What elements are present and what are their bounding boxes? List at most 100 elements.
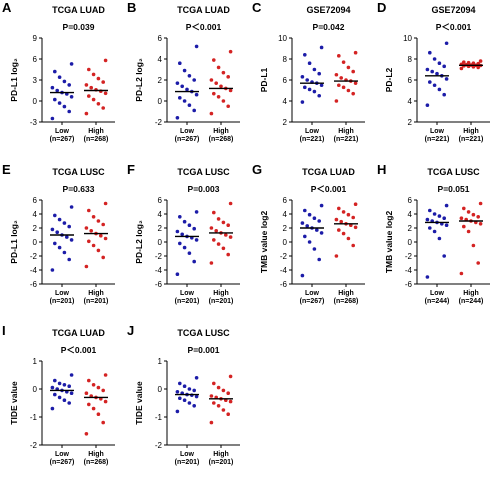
panel-letter: G: [252, 162, 262, 177]
point: [346, 236, 351, 241]
y-tick-label: 4: [408, 97, 413, 106]
point: [442, 254, 447, 258]
panel-title: GSE72094: [306, 5, 350, 15]
point: [305, 78, 310, 82]
point: [214, 81, 218, 85]
y-tick-label: 6: [283, 196, 288, 205]
point: [303, 234, 307, 239]
point: [337, 54, 341, 58]
point: [96, 102, 101, 106]
point: [62, 79, 67, 84]
point: [57, 101, 62, 105]
n-label: (n=244): [425, 298, 450, 305]
point: [228, 88, 233, 93]
x-tick-label: Low: [180, 451, 195, 458]
p-value: P=0.633: [63, 184, 95, 194]
point: [96, 412, 101, 417]
panel-letter: B: [127, 0, 136, 15]
y-tick-label: 2: [408, 118, 413, 127]
point: [312, 89, 317, 94]
y-axis-label: TIDE value: [9, 381, 19, 425]
point: [50, 85, 55, 90]
x-tick-label: Low: [305, 290, 320, 297]
point: [50, 406, 55, 411]
point: [212, 401, 216, 405]
panel-title: TCGA LUAD: [177, 5, 230, 15]
y-tick-label: 6: [408, 76, 413, 85]
point: [432, 83, 437, 88]
n-label: (n=267): [50, 459, 75, 466]
point: [96, 248, 101, 253]
x-tick-label: Low: [55, 128, 70, 135]
n-label: (n=244): [459, 298, 484, 305]
y-tick-label: -2: [405, 252, 413, 261]
y-tick-label: 3: [33, 76, 38, 85]
point: [307, 87, 312, 92]
point: [50, 227, 55, 232]
panel-title: TCGA LUSC: [427, 167, 480, 177]
point: [187, 251, 192, 255]
point: [101, 80, 105, 84]
point: [334, 72, 339, 77]
point: [192, 388, 196, 393]
point: [178, 381, 182, 386]
y-tick-label: -6: [155, 280, 163, 289]
y-tick-label: -1: [155, 413, 163, 422]
point: [67, 224, 71, 229]
point: [319, 45, 324, 50]
point: [462, 60, 466, 64]
point: [315, 228, 319, 232]
point: [437, 61, 442, 65]
point: [317, 257, 322, 262]
n-label: (n=221): [300, 136, 325, 143]
y-tick-label: 1: [158, 357, 163, 366]
point: [87, 94, 91, 98]
point: [442, 92, 447, 97]
x-tick-label: Low: [430, 290, 445, 297]
point: [84, 111, 89, 116]
point: [221, 388, 226, 393]
y-tick-label: -3: [30, 118, 38, 127]
point: [221, 99, 226, 103]
point: [228, 374, 233, 379]
n-label: (n=267): [175, 136, 200, 143]
point: [101, 222, 105, 227]
point: [346, 212, 351, 217]
point: [221, 70, 226, 75]
point: [437, 87, 442, 92]
point: [300, 273, 305, 278]
y-axis-label: PD-L2 log₂: [134, 58, 144, 102]
point: [228, 399, 233, 404]
point: [209, 111, 214, 116]
point: [192, 226, 196, 231]
point: [209, 420, 214, 425]
x-tick-label: High: [88, 128, 104, 135]
point: [341, 85, 346, 90]
point: [459, 66, 464, 71]
y-axis-label: TIDE value: [134, 381, 144, 425]
point: [69, 373, 74, 377]
y-tick-label: 0: [408, 238, 413, 247]
point: [459, 271, 464, 276]
point: [180, 232, 184, 237]
point: [317, 219, 322, 223]
point: [103, 399, 108, 404]
y-tick-label: 9: [33, 34, 38, 43]
point: [53, 97, 57, 102]
point: [67, 401, 71, 405]
x-tick-label: Low: [430, 128, 445, 135]
point: [178, 241, 182, 246]
point: [62, 250, 67, 255]
p-value: P＜0.001: [311, 184, 347, 194]
point: [101, 388, 105, 393]
x-tick-label: High: [338, 290, 354, 297]
point: [478, 59, 483, 63]
point: [87, 239, 91, 244]
y-tick-label: 4: [158, 210, 163, 219]
point: [57, 75, 62, 79]
point: [62, 398, 67, 403]
y-tick-label: -2: [155, 118, 163, 127]
p-value: P=0.051: [438, 184, 470, 194]
point: [341, 210, 346, 214]
